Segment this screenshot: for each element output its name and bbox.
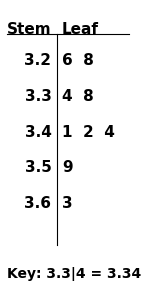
Text: 1  2  4: 1 2 4: [62, 125, 115, 140]
Text: Leaf: Leaf: [62, 22, 99, 37]
Text: 6  8: 6 8: [62, 53, 94, 68]
Text: Stem: Stem: [7, 22, 51, 37]
Text: Key: 3.3|4 = 3.34: Key: 3.3|4 = 3.34: [7, 267, 141, 281]
Text: 3.6: 3.6: [24, 196, 51, 211]
Text: 4  8: 4 8: [62, 89, 94, 104]
Text: 3.5: 3.5: [24, 160, 51, 175]
Text: 3: 3: [62, 196, 73, 211]
Text: 3.4: 3.4: [24, 125, 51, 140]
Text: 3.2: 3.2: [24, 53, 51, 68]
Text: 3.3: 3.3: [24, 89, 51, 104]
Text: 9: 9: [62, 160, 73, 175]
